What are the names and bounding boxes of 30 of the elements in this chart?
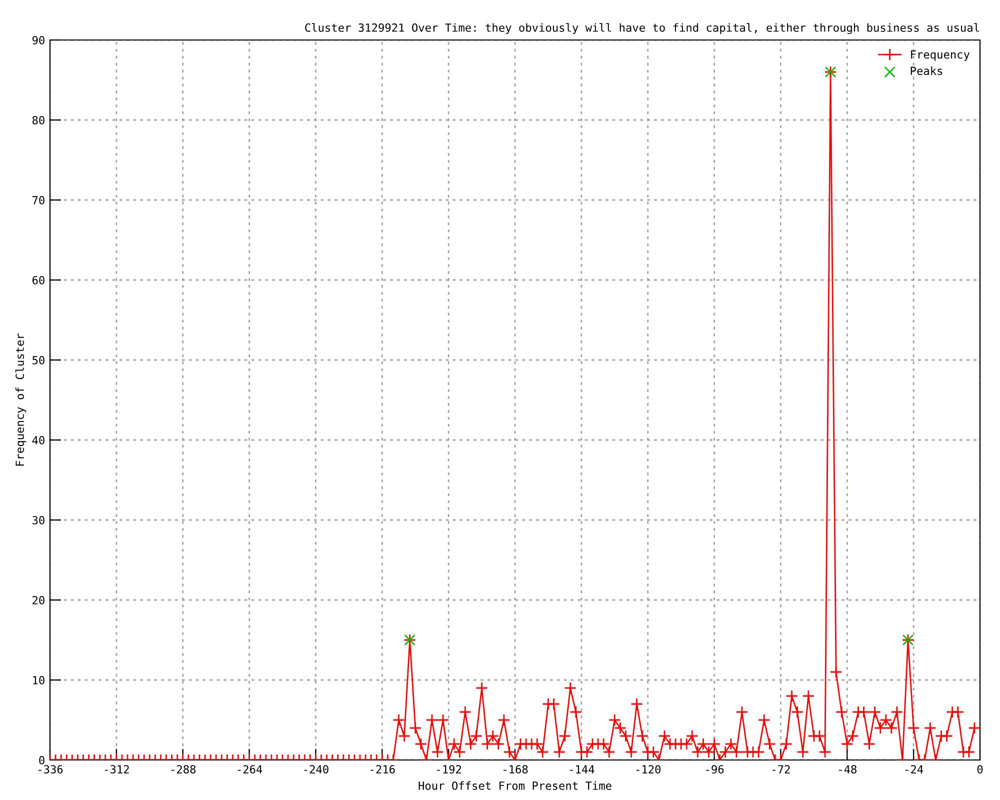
x-tick-label: -120 (636, 765, 661, 774)
x-tick-label: 0 (977, 765, 983, 774)
x-tick-label: -336 (38, 765, 63, 774)
x-tick-label: -264 (238, 765, 262, 774)
x-tick-label: -72 (772, 765, 790, 774)
chart-title: Cluster 3129921 Over Time: they obviously will have to find capital, either through business as usual (305, 23, 979, 34)
x-tick-label: -96 (706, 765, 724, 774)
y-tick-label: 80 (32, 116, 44, 124)
y-tick-label: 20 (32, 596, 44, 604)
x-tick-label: -48 (839, 765, 856, 774)
y-tick-label: 90 (32, 36, 44, 44)
x-tick-label: -24 (905, 765, 924, 774)
y-tick-label: 50 (32, 356, 44, 364)
x-tick-label: -168 (504, 765, 528, 774)
x-tick-label: -192 (437, 765, 462, 774)
x-tick-label: -144 (570, 765, 594, 774)
x-tick-label: -240 (304, 765, 328, 774)
y-tick-label: 0 (39, 756, 44, 764)
y-tick-label: 30 (32, 516, 44, 524)
legend-label: Frequency (911, 50, 970, 61)
y-tick-label: 10 (33, 676, 44, 684)
x-axis-title: Hour Offset From Present Time (418, 781, 612, 790)
y-axis-title: Frequency of Cluster (15, 334, 26, 466)
y-tick-label: 70 (32, 196, 44, 204)
y-tick-label: 60 (32, 276, 44, 284)
x-tick-label: -216 (370, 765, 395, 774)
x-tick-label: -312 (104, 765, 129, 774)
x-tick-label: -288 (171, 765, 196, 774)
legend-label: Peaks (910, 66, 942, 76)
y-tick-label: 40 (32, 436, 44, 444)
